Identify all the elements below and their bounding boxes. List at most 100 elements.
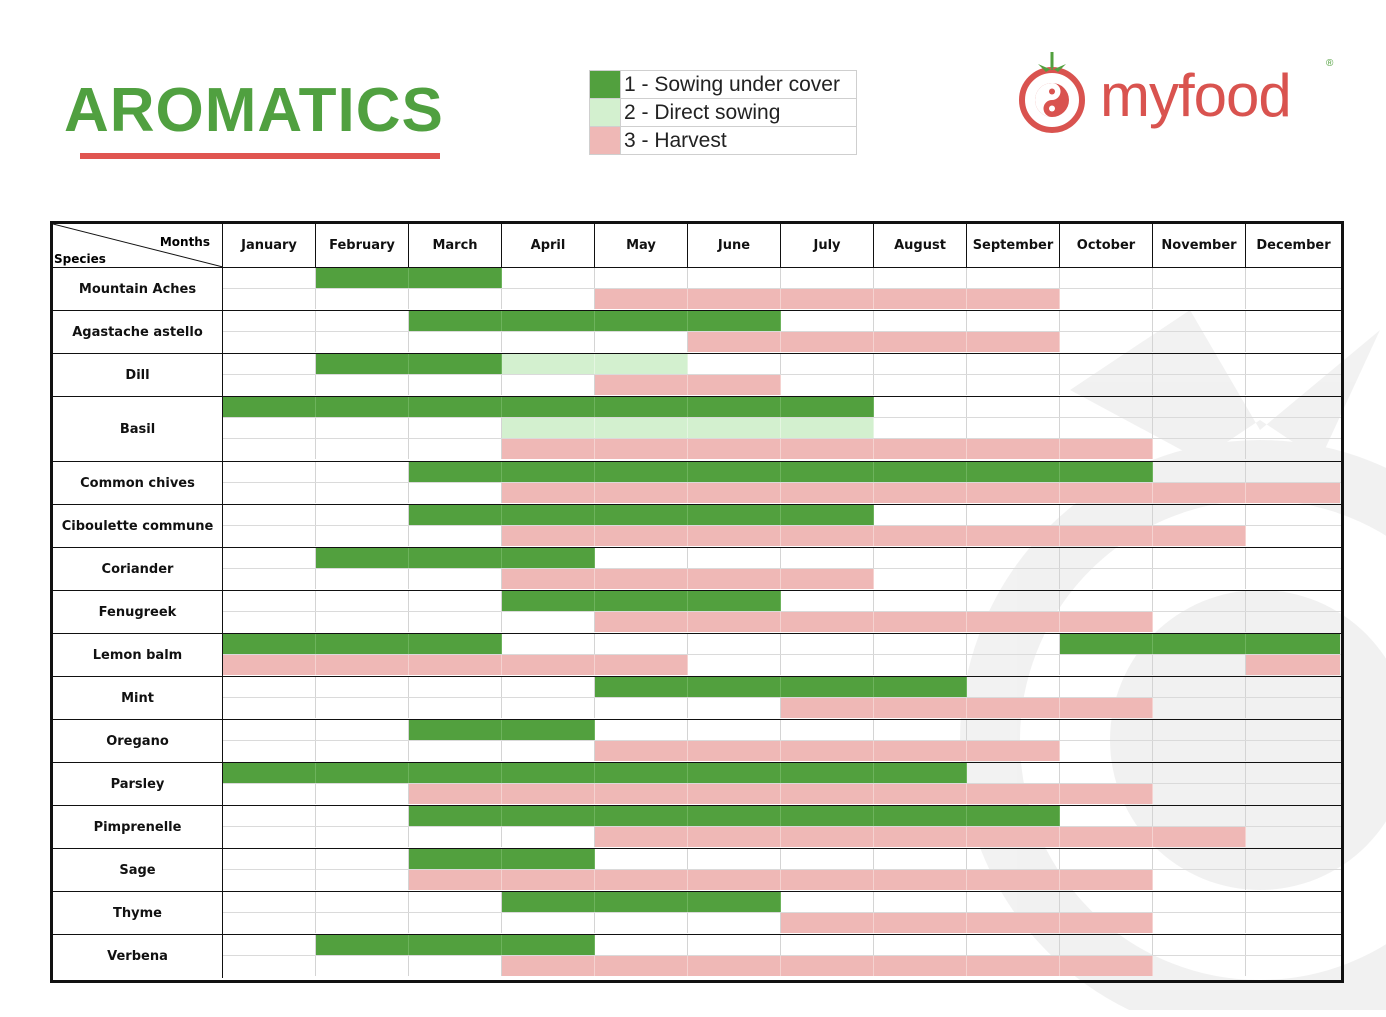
- calendar-cell-empty: [1153, 354, 1246, 374]
- calendar-cell-harvest: [502, 655, 595, 675]
- calendar-cell-empty: [1246, 591, 1340, 611]
- legend-label: 2 - Direct sowing: [620, 98, 857, 127]
- calendar-cell-empty: [1060, 677, 1153, 697]
- species-subrow: [223, 483, 1341, 504]
- calendar-cell-harvest: [781, 698, 874, 718]
- calendar-cell-sowing-under-cover: [502, 849, 595, 869]
- calendar-cell-sowing-under-cover: [595, 397, 688, 417]
- calendar-cell-empty: [316, 892, 409, 912]
- species-subrow: [223, 913, 1341, 934]
- calendar-cell-empty: [409, 591, 502, 611]
- species-row: Mountain Aches: [53, 268, 1341, 311]
- calendar-cell-empty: [316, 698, 409, 718]
- species-subrow: [223, 956, 1341, 977]
- calendar-cell-empty: [967, 655, 1060, 675]
- species-name: Mountain Aches: [53, 268, 223, 310]
- calendar-cell-empty: [874, 569, 967, 589]
- calendar-cell-sowing-under-cover: [502, 591, 595, 611]
- calendar-cell-sowing-under-cover: [316, 548, 409, 568]
- calendar-cell-empty: [223, 354, 316, 374]
- calendar-cell-empty: [223, 698, 316, 718]
- calendar-cell-empty: [223, 591, 316, 611]
- calendar-cell-empty: [223, 569, 316, 589]
- calendar-cell-harvest: [595, 655, 688, 675]
- calendar-cell-harvest: [595, 741, 688, 761]
- calendar-cell-empty: [223, 677, 316, 697]
- legend-label: 1 - Sowing under cover: [620, 70, 857, 99]
- calendar-cell-sowing-under-cover: [409, 268, 502, 288]
- calendar-cell-harvest: [967, 526, 1060, 546]
- calendar-cell-empty: [316, 806, 409, 826]
- calendar-cell-empty: [1060, 591, 1153, 611]
- calendar-cell-sowing-under-cover: [316, 354, 409, 374]
- calendar-cell-sowing-under-cover: [316, 763, 409, 783]
- species-row: Parsley: [53, 763, 1341, 806]
- calendar-cell-harvest: [1060, 827, 1153, 847]
- calendar-cell-empty: [409, 741, 502, 761]
- species-subrow: [223, 375, 1341, 396]
- calendar-cell-empty: [1153, 397, 1246, 417]
- species-row: Common chives: [53, 462, 1341, 505]
- calendar-cell-harvest: [1060, 698, 1153, 718]
- calendar-cell-harvest: [502, 526, 595, 546]
- calendar-cell-harvest: [688, 526, 781, 546]
- calendar-cell-harvest: [874, 332, 967, 352]
- calendar-cell-empty: [688, 634, 781, 654]
- calendar-cell-sowing-under-cover: [502, 935, 595, 955]
- calendar-cell-empty: [967, 892, 1060, 912]
- calendar-cell-empty: [1153, 612, 1246, 632]
- calendar-cell-empty: [967, 354, 1060, 374]
- calendar-cell-empty: [1246, 698, 1340, 718]
- species-name: Pimprenelle: [53, 806, 223, 848]
- table-header: Months Species January February March April…: [53, 224, 1341, 268]
- calendar-cell-empty: [409, 892, 502, 912]
- myfood-logo: myfood ®: [1019, 52, 1334, 133]
- title-underline: [80, 153, 440, 159]
- species-subrow: [223, 849, 1341, 870]
- calendar-cell-empty: [1153, 289, 1246, 309]
- legend: 1 - Sowing under cover 2 - Direct sowing…: [589, 70, 857, 155]
- calendar-cell-sowing-under-cover: [688, 591, 781, 611]
- species-name: Parsley: [53, 763, 223, 805]
- calendar-cell-sowing-under-cover: [502, 892, 595, 912]
- calendar-cell-sowing-under-cover: [409, 763, 502, 783]
- calendar-cell-empty: [967, 397, 1060, 417]
- calendar-cell-empty: [223, 784, 316, 804]
- species-subrow: [223, 806, 1341, 827]
- calendar-cell-empty: [502, 332, 595, 352]
- calendar-cell-harvest: [1153, 483, 1246, 503]
- species-name: Verbena: [53, 935, 223, 978]
- calendar-cell-harvest: [967, 741, 1060, 761]
- calendar-cell-harvest: [874, 827, 967, 847]
- species-row: Oregano: [53, 720, 1341, 763]
- calendar-cell-empty: [1246, 439, 1340, 459]
- calendar-cell-empty: [874, 418, 967, 438]
- calendar-cell-empty: [316, 956, 409, 976]
- calendar-cell-harvest: [223, 655, 316, 675]
- calendar-cell-empty: [316, 311, 409, 331]
- calendar-cell-empty: [316, 849, 409, 869]
- calendar-cell-empty: [409, 483, 502, 503]
- calendar-cell-empty: [1060, 763, 1153, 783]
- species-row: Dill: [53, 354, 1341, 397]
- calendar-cell-harvest: [874, 956, 967, 976]
- calendar-cell-empty: [1246, 526, 1340, 546]
- species-subrow: [223, 526, 1341, 547]
- calendar-cell-sowing-under-cover: [874, 806, 967, 826]
- calendar-cell-empty: [967, 720, 1060, 740]
- calendar-cell-sowing-under-cover: [316, 935, 409, 955]
- calendar-cell-harvest: [874, 784, 967, 804]
- calendar-cell-harvest: [1060, 612, 1153, 632]
- calendar-cell-empty: [1153, 892, 1246, 912]
- calendar-cell-empty: [316, 913, 409, 933]
- calendar-cell-empty: [1246, 332, 1340, 352]
- calendar-cell-harvest: [595, 827, 688, 847]
- calendar-cell-harvest: [1153, 827, 1246, 847]
- calendar-cell-empty: [688, 655, 781, 675]
- calendar-cell-empty: [1153, 655, 1246, 675]
- calendar-cell-empty: [316, 569, 409, 589]
- calendar-cell-empty: [874, 591, 967, 611]
- calendar-cell-sowing-under-cover: [688, 311, 781, 331]
- month-header-october: October: [1060, 224, 1153, 267]
- species-name: Basil: [53, 397, 223, 461]
